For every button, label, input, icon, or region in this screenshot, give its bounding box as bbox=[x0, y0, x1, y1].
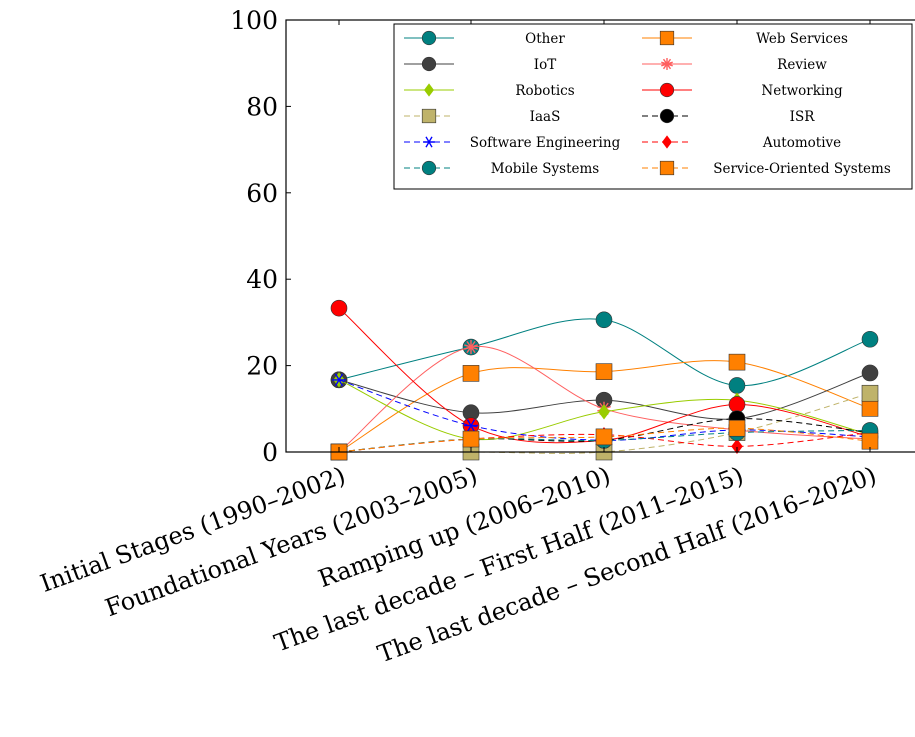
legend-marker bbox=[659, 108, 675, 124]
data-point-service-oriented-systems bbox=[462, 430, 480, 448]
legend-marker bbox=[659, 30, 675, 46]
data-point-software-engineering bbox=[464, 419, 478, 433]
series-layer bbox=[330, 299, 879, 461]
data-point-other bbox=[728, 377, 746, 394]
legend-marker bbox=[423, 136, 435, 148]
data-point-software-engineering bbox=[332, 373, 346, 387]
legend-label: ISR bbox=[790, 109, 816, 125]
legend-entry-robotics: Robotics bbox=[404, 83, 575, 99]
data-point-review bbox=[464, 340, 478, 354]
data-point-service-oriented-systems bbox=[861, 432, 879, 450]
legend-label: IoT bbox=[534, 57, 556, 73]
legend-entry-software-engineering: Software Engineering bbox=[404, 135, 621, 151]
data-point-automotive bbox=[731, 438, 743, 455]
data-point-robotics bbox=[598, 404, 610, 420]
legend-entry-networking: Networking bbox=[642, 82, 843, 99]
legend-entry-automotive: Automotive bbox=[642, 135, 841, 151]
legend-entry-review: Review bbox=[642, 57, 827, 73]
legend-marker bbox=[421, 56, 437, 72]
y-tick-label: 0 bbox=[262, 438, 278, 467]
data-point-web-services bbox=[861, 400, 879, 417]
data-point-service-oriented-systems bbox=[728, 419, 746, 437]
legend-entry-iaas: IaaS bbox=[404, 108, 561, 125]
y-tick-label: 100 bbox=[230, 6, 278, 35]
data-point-networking bbox=[330, 299, 348, 317]
data-point-web-services bbox=[462, 365, 480, 382]
data-point-web-services bbox=[595, 363, 613, 380]
y-axis: 0 20 40 60 80 100 bbox=[230, 6, 291, 467]
legend-label: Robotics bbox=[515, 83, 574, 99]
legend-marker bbox=[662, 135, 672, 149]
y-tick-label: 80 bbox=[246, 92, 278, 121]
legend-box bbox=[393, 23, 913, 190]
legend-marker bbox=[421, 108, 437, 124]
legend-label: Mobile Systems bbox=[491, 161, 600, 177]
legend-label: Review bbox=[777, 57, 827, 73]
legend-label: Web Services bbox=[756, 31, 848, 47]
legend-marker bbox=[659, 160, 675, 176]
legend-label: Automotive bbox=[762, 135, 841, 151]
data-point-other bbox=[861, 330, 879, 348]
legend-label: IaaS bbox=[530, 109, 561, 125]
data-point-networking bbox=[728, 396, 746, 413]
legend-entry-service-oriented-systems: Service-Oriented Systems bbox=[642, 160, 891, 177]
data-point-web-services bbox=[728, 353, 746, 371]
data-point-other bbox=[595, 311, 613, 329]
data-point-iot bbox=[861, 364, 879, 382]
legend-label: Software Engineering bbox=[470, 135, 621, 151]
series-other bbox=[330, 311, 879, 394]
data-point-iaas bbox=[861, 384, 879, 402]
legend-marker bbox=[661, 58, 673, 70]
y-tick-label: 40 bbox=[246, 265, 278, 294]
legend-label: Service-Oriented Systems bbox=[713, 161, 891, 177]
data-point-service-oriented-systems bbox=[595, 428, 613, 446]
legend-entry-iot: IoT bbox=[404, 56, 556, 73]
legend-marker bbox=[659, 82, 675, 98]
legend-label: Networking bbox=[761, 83, 843, 99]
legend-entry-web-services: Web Services bbox=[642, 30, 848, 47]
legend-entry-isr: ISR bbox=[642, 108, 816, 125]
legend: Other Web Services IoT Review Robotics Networ… bbox=[393, 23, 913, 190]
legend-entry-mobile-systems: Mobile Systems bbox=[404, 160, 600, 177]
y-tick-label: 20 bbox=[246, 352, 278, 381]
legend-marker bbox=[421, 30, 437, 46]
legend-entry-other: Other bbox=[404, 30, 565, 47]
y-tick-label: 60 bbox=[246, 179, 278, 208]
legend-marker bbox=[421, 160, 437, 176]
legend-label: Other bbox=[525, 31, 565, 47]
legend-marker bbox=[424, 83, 434, 97]
